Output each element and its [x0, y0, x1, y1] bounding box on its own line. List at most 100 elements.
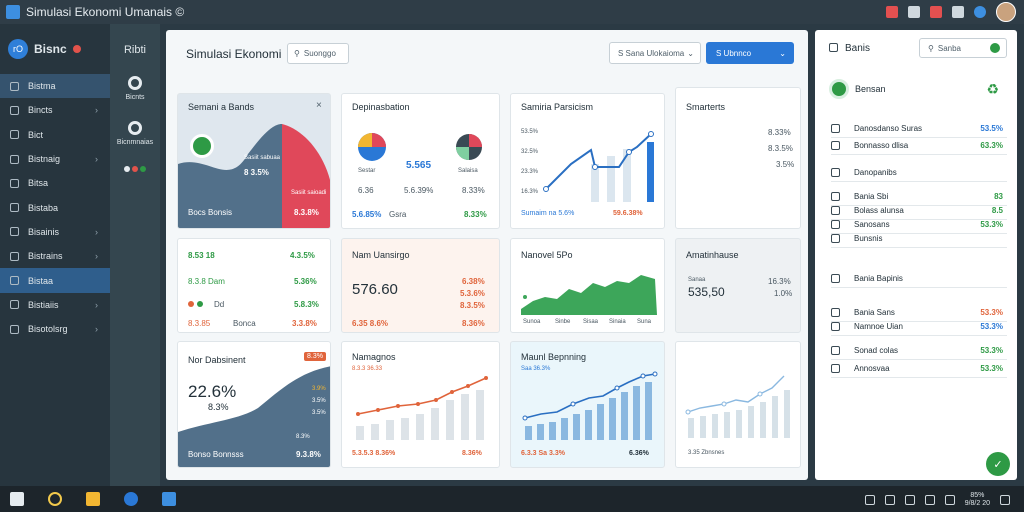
alert-icon[interactable]: [930, 6, 942, 18]
card-side-bottom[interactable]: 3.35 Zbnsnes: [675, 341, 801, 468]
panel-icon: [829, 43, 838, 52]
primary-button[interactable]: S Ubnnco ⌄: [706, 42, 794, 64]
area-blue-val: 3.9%: [312, 386, 326, 392]
confirm-fab[interactable]: ✓: [986, 452, 1010, 476]
sidebar-item[interactable]: Bitsa: [0, 171, 110, 195]
distribution-label-b: Salaisa: [458, 168, 478, 174]
x-tick: Sunoa: [523, 319, 541, 325]
card-area-green[interactable]: Nanovel 5Po Sunoa Sinbe Sisaa Sinaia Sun…: [510, 238, 665, 333]
card-area-blue[interactable]: Nor Dabsinent 8.3% 22.6% 8.3% 3.9% 3.5% …: [177, 341, 331, 468]
card-hero[interactable]: Semani a Bands × Sasiit sabuaa 8 3.5% Sa…: [177, 93, 331, 229]
row-value: 53.3%: [980, 364, 1003, 373]
card-bars-red[interactable]: Namagnos 8.3.3 36.33 5.3.5.3 8.36% 8.36%: [341, 341, 500, 468]
search-input[interactable]: ⚲ Suonggo: [287, 43, 349, 64]
panel-row[interactable]: Bonnasso dlisa 63.3%: [831, 137, 1007, 155]
sidebar-item[interactable]: Bincts ›: [0, 98, 110, 122]
clock[interactable]: 85% 9/8/2 20: [965, 492, 990, 508]
settings-icon[interactable]: [162, 492, 176, 506]
chat-icon[interactable]: [884, 495, 895, 505]
notifications-icon[interactable]: [1000, 495, 1010, 505]
y-tick: 16.3%: [521, 189, 539, 195]
search-icon: ⚲: [294, 49, 300, 58]
card-kpi-list[interactable]: 8.53 18 4.3.5% 8.3.8 Dam 5.36% Dd 5.8.3%…: [177, 238, 331, 333]
sidebar-item-label: Bistaba: [28, 202, 59, 213]
row-label: Sanosans: [854, 220, 890, 229]
sync-icon[interactable]: [974, 6, 986, 18]
side-mid-label: Sanaa: [688, 277, 706, 283]
row-icon: [831, 141, 840, 150]
card-side-top[interactable]: Smarterts 8.33% 8.3.5% 3.5%: [675, 87, 801, 229]
sidebar-item[interactable]: Bistnaig ›: [0, 147, 110, 171]
panel-row[interactable]: Bunsnis: [831, 230, 1007, 248]
mail-icon[interactable]: [952, 6, 964, 18]
start-icon[interactable]: [10, 492, 24, 506]
sidebar-item[interactable]: Bistma: [0, 74, 110, 99]
kpi-side-1: 6.38%: [462, 277, 485, 286]
sidebar-item[interactable]: Bisotolsrg ›: [0, 317, 110, 341]
panel-row[interactable]: Sanosans 53.3%: [831, 216, 1007, 234]
network-icon[interactable]: [864, 495, 875, 505]
row-label: Bonnasso dlisa: [854, 141, 909, 150]
panel-row[interactable]: Danosdanso Suras 53.5%: [831, 120, 1007, 138]
y-tick: 23.3%: [521, 169, 539, 175]
row-value: 53.3%: [980, 220, 1003, 229]
keyboard-icon[interactable]: [944, 495, 955, 505]
panel-row[interactable]: Annosvaa 53.3%: [831, 360, 1007, 378]
panel-row[interactable]: Danopanibs: [831, 164, 1007, 182]
hero-label: Sasiit sabuaa: [244, 155, 281, 161]
card-kpi-big[interactable]: Nam Uansirgo 576.60 6.38% 5.3.6% 8.3.5% …: [341, 238, 500, 333]
sidebar-item[interactable]: Bict: [0, 123, 110, 147]
sidebar-item[interactable]: Bistaa: [0, 268, 110, 293]
kpi-title-value: 4.3.5%: [290, 251, 315, 260]
row-icon: [831, 124, 840, 133]
side-value: 8.33%: [768, 128, 791, 137]
account-row[interactable]: Bensan ♻: [829, 78, 1009, 100]
panel-search-input[interactable]: ⚲ Sanba: [919, 38, 1007, 58]
sidebar-item[interactable]: Bistrains ›: [0, 244, 110, 268]
side-mid-value: 535,50: [688, 285, 725, 299]
area-blue-val: 8.3%: [296, 434, 310, 440]
toggle-icon[interactable]: [990, 43, 1000, 53]
panel-row[interactable]: Bania Bapinis: [831, 270, 1007, 288]
blue-area-chart: [178, 366, 330, 467]
card-title: Amatinhause: [686, 250, 739, 260]
panel-row[interactable]: Namnoe Uian 53.3%: [831, 318, 1007, 336]
area-blue-value: 22.6%: [188, 382, 237, 401]
panel-row[interactable]: Sonad colas 53.3%: [831, 342, 1007, 360]
close-icon[interactable]: ×: [316, 100, 322, 111]
sidebar-item[interactable]: Bisainis ›: [0, 220, 110, 244]
window-title: Simulasi Ekonomi Umanais ©: [26, 5, 185, 19]
card-line-1[interactable]: Samiria Parsicism 53.5% 32.5% 23.3% 16.3…: [510, 93, 665, 229]
area-blue-val: 3.5%: [312, 410, 326, 416]
filter-select[interactable]: S Sana Ulokaioma ⌄: [609, 42, 701, 64]
rail-item-status[interactable]: [110, 166, 160, 172]
notification-icon[interactable]: [886, 6, 898, 18]
card-bars-blue[interactable]: Maunl Bepnning Saa 36.3%: [510, 341, 665, 468]
battery-icon[interactable]: [924, 495, 935, 505]
row-value: 53.3%: [980, 346, 1003, 355]
chat-icon[interactable]: [908, 6, 920, 18]
area-blue-val: 3.5%: [312, 398, 326, 404]
distribution-value-a: 6.36: [358, 186, 374, 195]
user-avatar[interactable]: [996, 2, 1016, 22]
card-distribution[interactable]: Depinasbation 5.565 Sestar Salaisa 6.36 …: [341, 93, 500, 229]
row-label: Bunsnis: [854, 234, 883, 243]
sidebar-item[interactable]: Bistiaiis ›: [0, 293, 110, 317]
search-icon[interactable]: [48, 492, 62, 506]
browser-icon[interactable]: [124, 492, 138, 506]
card-side-mid[interactable]: Amatinhause Sanaa 535,50 16.3% 1.0%: [675, 238, 801, 333]
line-footer-b: 59.6.38%: [613, 210, 643, 217]
rail-item-settings[interactable]: Bicnts: [110, 76, 160, 101]
sidebar-nav: Bistma Bincts › Bict Bistnaig › Bitsa Bistaba Bi…: [0, 74, 110, 341]
panel-row[interactable]: Bania Sbi 83: [831, 188, 1007, 206]
folder-icon[interactable]: [86, 492, 100, 506]
nav-item-icon: [10, 105, 19, 115]
brand[interactable]: rO Bisnc: [0, 24, 110, 74]
side-value: 8.3.5%: [768, 144, 793, 153]
distribution-footer-b: 8.33%: [464, 210, 487, 219]
volume-icon[interactable]: [904, 495, 915, 505]
sidebar-item[interactable]: Bistaba: [0, 195, 110, 219]
panel-row[interactable]: Bolass alunsa 8.5: [831, 202, 1007, 220]
panel-row[interactable]: Bania Sans 53.3%: [831, 304, 1007, 322]
rail-item-config[interactable]: Bicnmnaias: [110, 121, 160, 146]
